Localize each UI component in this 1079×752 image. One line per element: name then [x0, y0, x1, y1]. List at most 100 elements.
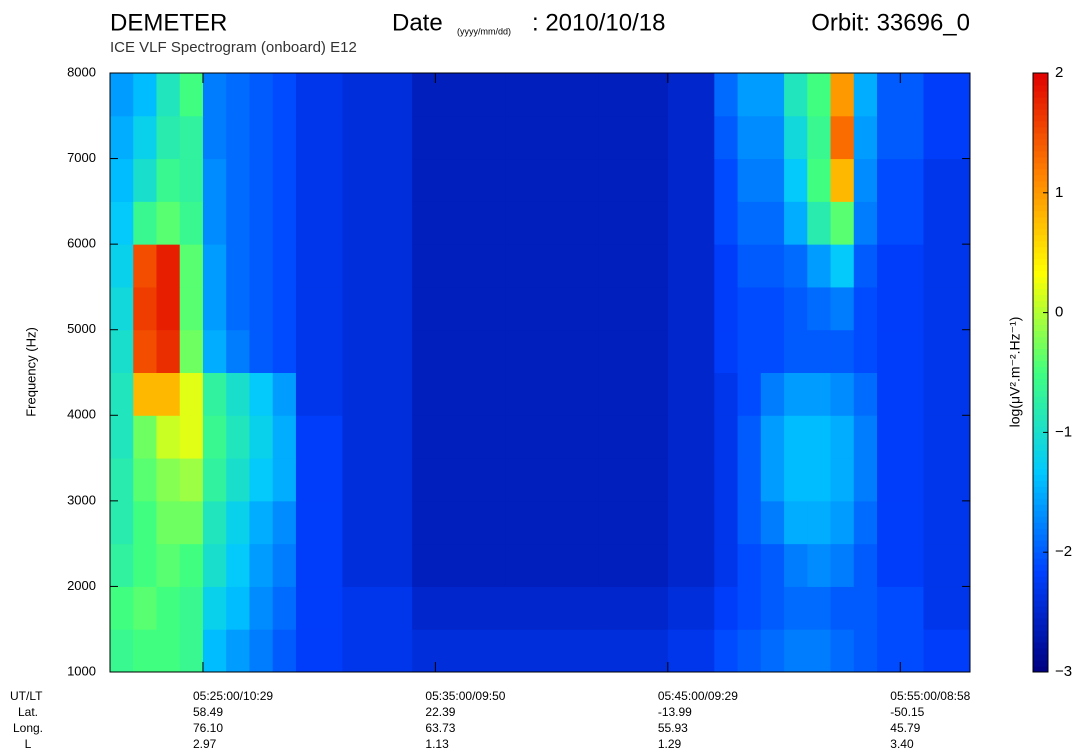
colorbar-strip [1033, 666, 1048, 673]
spectrogram-cell [923, 201, 971, 245]
spectrogram-cell [156, 372, 181, 416]
spectrogram-cell [202, 244, 227, 288]
plot-frame [109, 72, 971, 673]
spectrogram-cell [714, 329, 739, 373]
spectrogram-cell [342, 329, 413, 373]
colorbar-strip [1033, 378, 1048, 385]
spectrogram-cell [760, 329, 785, 373]
date-value: : 2010/10/18 [532, 9, 665, 36]
spectrogram-cell [179, 500, 204, 545]
spectrogram-cell [877, 115, 925, 160]
spectrogram-cell [784, 586, 808, 630]
spectrogram-cell [830, 458, 855, 502]
spectrogram-cell [923, 329, 971, 373]
y-tick-label: 1000 [67, 663, 96, 678]
spectrogram-cell [714, 543, 739, 587]
colorbar-strip [1033, 282, 1048, 290]
spectrogram-cell [505, 158, 599, 202]
colorbar-tick-label: 0 [1055, 304, 1063, 321]
info-value: 1.29 [658, 737, 682, 751]
colorbar-strip [1033, 108, 1048, 116]
spectrogram-cell [853, 244, 878, 288]
spectrogram-cell [505, 586, 599, 630]
info-value: 63.73 [425, 721, 455, 735]
colorbar-strip [1033, 516, 1048, 523]
spectrogram-cell [133, 500, 157, 545]
colorbar-strip [1033, 150, 1048, 158]
spectrogram-cell [412, 500, 506, 545]
colorbar-strip [1033, 324, 1048, 332]
colorbar-strip [1033, 96, 1048, 104]
colorbar-strip [1033, 402, 1048, 409]
spectrogram-cell [412, 629, 506, 673]
colorbar-strip [1033, 450, 1048, 457]
spectrogram-cell [877, 286, 925, 331]
spectrogram-cell [272, 115, 297, 160]
spectrogram-cell [272, 158, 297, 202]
colorbar-strip [1033, 216, 1048, 224]
spectrogram-cell [226, 286, 250, 331]
spectrogram-cell [202, 115, 227, 160]
spectrogram-cell [505, 372, 599, 416]
colorbar-tick-label: 1 [1055, 184, 1063, 201]
spectrogram-cell [342, 372, 413, 416]
spectrogram-cell [295, 329, 343, 373]
spectrogram-cell [156, 115, 181, 160]
spectrogram-cell [830, 543, 855, 587]
spectrogram-cell [760, 543, 785, 587]
info-value: -13.99 [658, 705, 692, 719]
colorbar-strip [1033, 114, 1048, 122]
y-tick-label: 4000 [67, 407, 96, 422]
colorbar-strip [1033, 498, 1048, 505]
spectrogram-cell [853, 458, 878, 502]
colorbar-strip [1033, 264, 1048, 272]
spectrogram-cell [830, 244, 855, 288]
spectrogram-cell [598, 629, 669, 673]
colorbar-strip [1033, 294, 1048, 302]
spectrogram-cell [295, 73, 343, 117]
spectrogram-cell [714, 458, 739, 502]
info-value: 1.13 [425, 737, 449, 751]
spectrogram-cell [505, 244, 599, 288]
spectrogram-cell [226, 372, 250, 416]
colorbar-strip [1033, 528, 1048, 535]
colorbar-strip [1033, 270, 1048, 278]
spectrogram-cell [784, 415, 808, 459]
spectrogram-cell [179, 286, 204, 331]
colorbar-strip [1033, 384, 1048, 391]
spectrogram-cell [714, 415, 739, 459]
spectrogram-cell [133, 543, 157, 587]
spectrogram-cell [249, 458, 274, 502]
spectrogram-cell [505, 201, 599, 245]
spectrogram-cell [784, 329, 808, 373]
colorbar-strip [1033, 276, 1048, 284]
spectrogram-cell [179, 244, 204, 288]
colorbar-strip [1033, 612, 1048, 619]
colorbar-strip [1033, 240, 1048, 248]
colorbar-strip [1033, 546, 1048, 553]
spectrogram-cell [202, 73, 227, 117]
spectrogram-cell [179, 73, 204, 117]
spectrogram-cell [807, 415, 832, 459]
y-tick-label: 8000 [67, 64, 96, 79]
spectrogram-cell [923, 286, 971, 331]
spectrogram-cell [412, 73, 506, 117]
spectrogram-cell [133, 329, 157, 373]
spectrogram-cell [202, 372, 227, 416]
colorbar-strip [1033, 312, 1048, 320]
spectrogram-cell [272, 201, 297, 245]
spectrogram-cell [853, 115, 878, 160]
spectrogram-cell [272, 372, 297, 416]
spectrogram-cell [202, 329, 227, 373]
colorbar-strip [1033, 654, 1048, 661]
spectrogram-cell [737, 329, 762, 373]
spectrogram-cell [807, 244, 832, 288]
colorbar-strip [1033, 336, 1048, 344]
spectrogram-cell [923, 415, 971, 459]
spectrogram-cell [110, 372, 134, 416]
spectrogram-cell [784, 115, 808, 160]
colorbar-strip [1033, 588, 1048, 595]
spectrogram-cell [877, 244, 925, 288]
y-tick-label: 3000 [67, 492, 96, 507]
spectrogram-cell [202, 543, 227, 587]
